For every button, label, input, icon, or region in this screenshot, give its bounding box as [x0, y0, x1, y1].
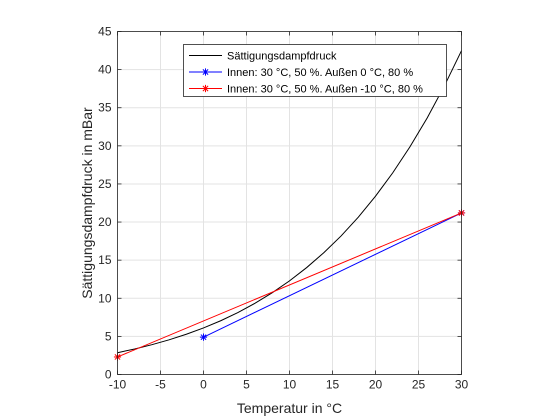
x-tick-label: -10 — [109, 378, 127, 392]
y-tick-label: 10 — [98, 291, 112, 305]
y-tick-label: 15 — [98, 253, 112, 267]
series-line-2 — [117, 212, 462, 358]
y-tick-label: 30 — [98, 139, 112, 153]
x-tick-label: 0 — [200, 378, 207, 392]
y-tick-label: 45 — [98, 25, 112, 39]
x-tick-label: 20 — [369, 378, 383, 392]
legend-marker-2 — [201, 84, 210, 93]
x-tick-label: 10 — [283, 378, 297, 392]
series-line-0 — [117, 50, 462, 354]
marker-stroke — [202, 85, 209, 92]
y-tick-label: 20 — [98, 215, 112, 229]
x-tick-label: -5 — [155, 378, 166, 392]
x-tick-label: 5 — [243, 378, 250, 392]
y-tick-label: 25 — [98, 177, 112, 191]
y-tick-label: 0 — [105, 368, 112, 382]
data-point-1-0 — [199, 333, 208, 341]
x-tick-label: 25 — [412, 378, 426, 392]
legend-label-2: Innen: 30 °C, 50 %. Außen -10 °C, 80 % — [227, 84, 423, 96]
y-tick-label: 40 — [98, 63, 112, 77]
legend-marker-1 — [201, 68, 210, 76]
x-axis-label: Temperatur in °C — [237, 400, 342, 416]
y-tick-label: 35 — [98, 101, 112, 115]
x-tick-label: 15 — [326, 378, 340, 392]
marker-stroke — [200, 334, 207, 341]
x-tick-label: 30 — [455, 378, 469, 392]
ticks: -10 -5 0 5 10 15 20 25 30 0 5 10 15 20 25 30 35 40 45 — [98, 25, 468, 392]
legend-label-0: Sättigungsdampfdruck — [227, 51, 337, 63]
legend: Sättigungsdampfdruck Innen: 30 °C, 50 %. … — [183, 44, 447, 97]
series-line-1 — [203, 212, 462, 338]
legend-label-1: Innen: 30 °C, 50 %. Außen 0 °C, 80 % — [227, 67, 413, 79]
marker-stroke — [202, 69, 209, 75]
y-axis-label: Sättigungsdampfdruck in mBar — [79, 107, 95, 299]
y-tick-label: 5 — [105, 329, 112, 343]
legend-box — [183, 44, 447, 97]
